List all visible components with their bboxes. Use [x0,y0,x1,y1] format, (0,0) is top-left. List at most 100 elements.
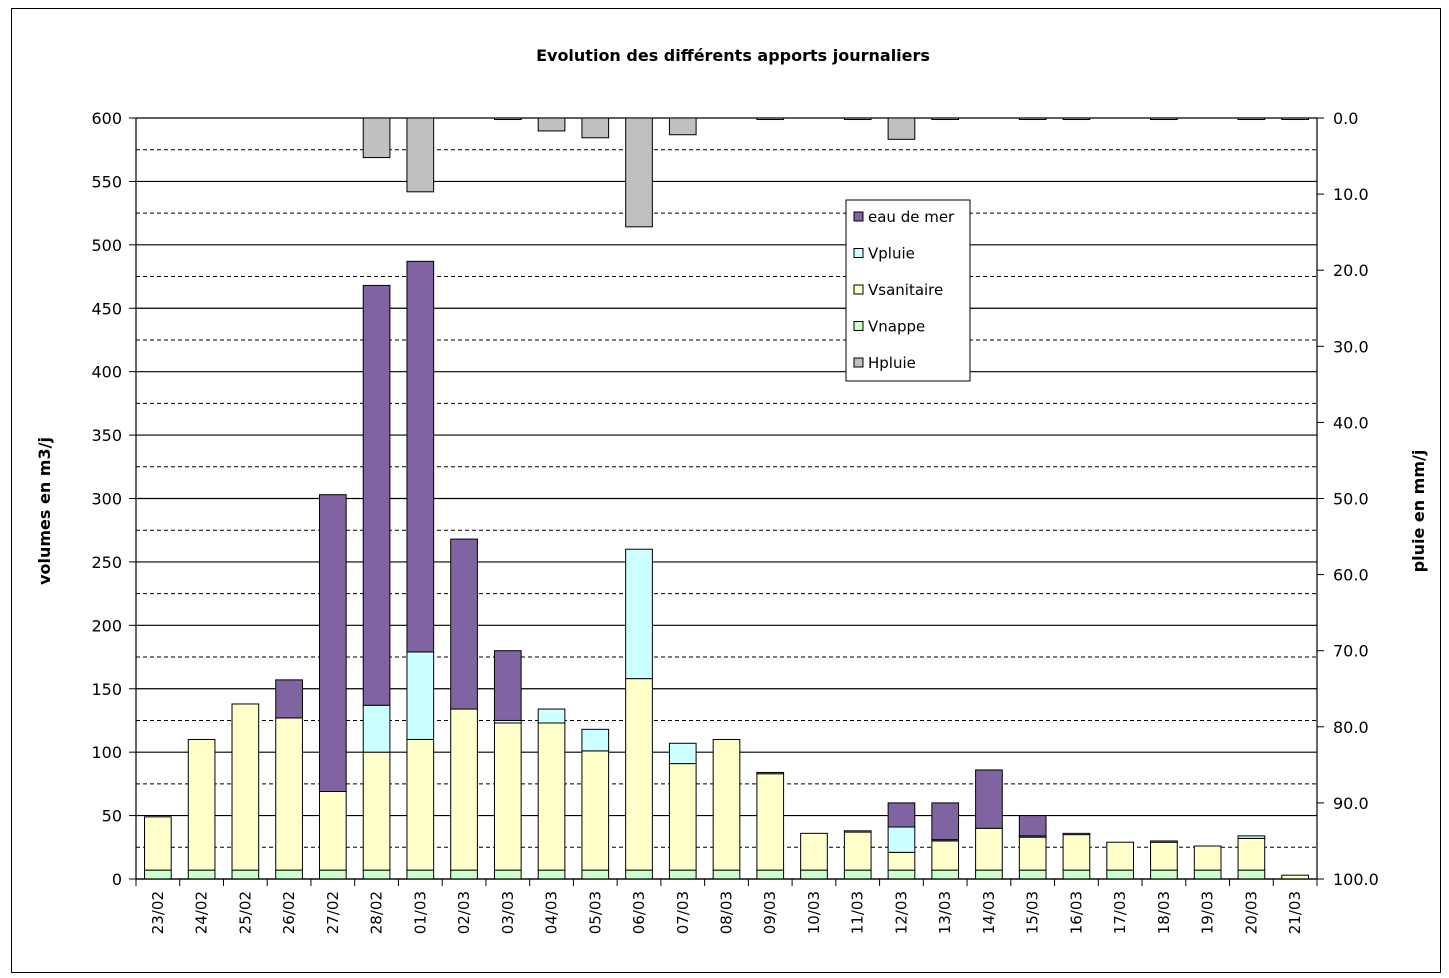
x-tick-label: 25/02 [236,891,254,934]
bar-vpluie [362,704,391,753]
y2-tick-label: 80.0 [1333,718,1369,737]
x-tick-label: 28/02 [368,891,386,934]
legend-label: Vnappe [868,318,925,336]
bar-eau-de-mer [450,538,478,710]
bar-vnappe [318,869,347,880]
legend-swatch [853,284,864,295]
bar-vpluie [1150,840,1178,843]
bar-vsanitaire [1150,841,1178,871]
bar-hpluie [1150,117,1178,121]
bar-vsanitaire [931,840,960,871]
bar-vnappe [625,869,653,880]
bar-hpluie [493,117,522,121]
bar-vsanitaire [625,678,653,871]
bar-vnappe [406,869,435,880]
y2-tick-label: 50.0 [1333,490,1369,509]
bar-eau-de-mer [1018,815,1047,837]
x-tick-label: 19/03 [1199,891,1217,934]
bar-hpluie [1237,117,1266,121]
bar-vsanitaire [144,816,172,871]
x-tick-label: 07/03 [674,891,692,934]
bar-vnappe [931,869,960,880]
bar-vsanitaire [712,738,741,871]
stacked-bars [144,260,1309,880]
bar-vsanitaire [581,750,610,871]
bar-hpluie [887,117,916,140]
bar-vnappe [1193,869,1222,880]
bar-vsanitaire [362,751,391,871]
legend-box [845,199,971,382]
y-tick-label: 600 [91,109,122,128]
bar-vsanitaire [756,773,785,871]
y-tick-label: 500 [91,236,122,255]
y2-tick-label: 20.0 [1333,261,1369,280]
bar-vnappe [493,869,522,880]
bar-vnappe [887,869,916,880]
bar-hpluie [406,117,435,193]
y-tick-label: 100 [91,743,122,762]
bar-vnappe [275,869,303,880]
bar-vsanitaire [406,738,435,871]
bar-vnappe [756,869,785,880]
bar-hpluie [625,117,653,228]
bar-vsanitaire [1106,841,1135,871]
bar-hpluie [931,117,960,121]
bar-vnappe [1106,869,1135,880]
bar-vsanitaire [800,832,828,871]
x-tick-label: 24/02 [193,891,211,934]
bar-eau-de-mer [275,679,303,719]
rain-bars [362,117,1309,228]
y2-axis-title: pluie en mm/j [1409,450,1428,573]
x-tick-label: 20/03 [1242,891,1260,934]
x-tick-label: 11/03 [849,891,867,934]
bar-eau-de-mer [362,284,391,706]
bar-vnappe [581,869,610,880]
y2-tick-label: 100.0 [1333,870,1379,889]
x-tick-label: 02/03 [455,891,473,934]
bar-eau-de-mer [406,260,435,653]
bar-vsanitaire [887,851,916,871]
chart-title: Evolution des différents apports journal… [536,46,930,65]
bar-vpluie [1062,832,1091,836]
axes: 0 50 100 150 200 250 300 350 400 450 500 550 600 0.0 1… [91,109,1378,934]
bar-hpluie [1062,117,1091,121]
x-tick-label: 18/03 [1155,891,1173,934]
bar-vnappe [1237,869,1266,880]
bar-vpluie [843,830,872,833]
y2-tick-label: 60.0 [1333,566,1369,585]
chart-frame: Evolution des différents apports journal… [11,8,1441,973]
bar-vnappe [231,869,260,880]
bar-vnappe [1062,869,1091,880]
x-tick-label: 08/03 [718,891,736,934]
x-tick-label: 06/03 [630,891,648,934]
legend-swatch [853,321,864,331]
x-tick-label: 23/02 [149,891,167,934]
bar-vnappe [668,869,697,880]
y-tick-label: 50 [102,807,122,826]
bar-vnappe [450,869,478,880]
y2-tick-label: 0.0 [1333,109,1358,128]
bar-eau-de-mer [318,494,347,792]
x-tick-label: 21/03 [1286,891,1304,934]
bar-hpluie [756,117,785,121]
bar-eau-de-mer [931,802,960,841]
y2-tick-label: 40.0 [1333,413,1369,432]
bar-vnappe [144,869,172,880]
x-tick-label: 26/02 [280,891,298,934]
bar-vsanitaire [1018,836,1047,871]
bar-vsanitaire [318,790,347,871]
bar-vsanitaire [668,763,697,871]
y-tick-label: 350 [91,426,122,445]
y-tick-label: 550 [91,172,122,191]
volume-rain-chart: Evolution des différents apports journal… [35,46,1428,934]
bar-hpluie [581,117,610,139]
bar-hpluie [362,117,391,159]
x-tick-label: 10/03 [805,891,823,934]
x-tick-label: 09/03 [761,891,779,934]
bar-hpluie [537,117,566,132]
bar-vnappe [1150,869,1178,880]
bar-hpluie [843,117,872,121]
bar-vnappe [800,869,828,880]
bar-eau-de-mer [493,650,522,721]
bar-vsanitaire [843,831,872,871]
